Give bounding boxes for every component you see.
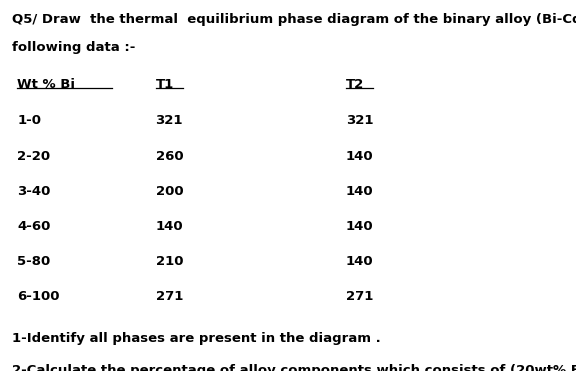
Text: 140: 140 bbox=[346, 150, 373, 162]
Text: 200: 200 bbox=[156, 185, 183, 198]
Text: 2-Calculate the percentage of alloy components which consists of (20wt% Bi-80wt%: 2-Calculate the percentage of alloy comp… bbox=[12, 364, 576, 371]
Text: Wt % Bi: Wt % Bi bbox=[17, 78, 75, 91]
Text: 210: 210 bbox=[156, 255, 183, 268]
Text: T2: T2 bbox=[346, 78, 364, 91]
Text: Q5/ Draw  the thermal  equilibrium phase diagram of the binary alloy (Bi-Cd) fro: Q5/ Draw the thermal equilibrium phase d… bbox=[12, 13, 576, 26]
Text: 1-0: 1-0 bbox=[17, 114, 41, 127]
Text: 6-100: 6-100 bbox=[17, 290, 60, 303]
Text: 2-20: 2-20 bbox=[17, 150, 51, 162]
Text: 140: 140 bbox=[346, 220, 373, 233]
Text: 3-40: 3-40 bbox=[17, 185, 51, 198]
Text: 5-80: 5-80 bbox=[17, 255, 51, 268]
Text: 140: 140 bbox=[346, 185, 373, 198]
Text: 321: 321 bbox=[346, 114, 373, 127]
Text: 140: 140 bbox=[156, 220, 183, 233]
Text: 271: 271 bbox=[156, 290, 183, 303]
Text: 260: 260 bbox=[156, 150, 183, 162]
Text: 321: 321 bbox=[156, 114, 183, 127]
Text: following data :-: following data :- bbox=[12, 41, 135, 54]
Text: 271: 271 bbox=[346, 290, 373, 303]
Text: T1: T1 bbox=[156, 78, 174, 91]
Text: 4-60: 4-60 bbox=[17, 220, 51, 233]
Text: 140: 140 bbox=[346, 255, 373, 268]
Text: 1-Identify all phases are present in the diagram .: 1-Identify all phases are present in the… bbox=[12, 332, 380, 345]
